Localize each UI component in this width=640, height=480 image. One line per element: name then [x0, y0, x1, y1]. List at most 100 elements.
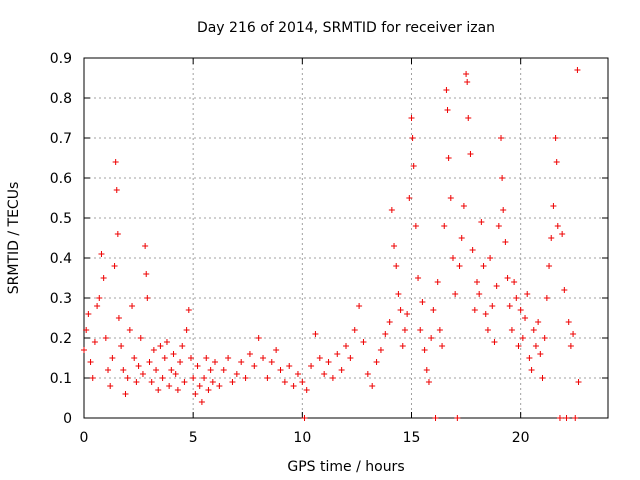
- data-point: [168, 367, 175, 373]
- data-point: [522, 315, 529, 321]
- data-point: [543, 295, 550, 301]
- data-point: [553, 159, 560, 165]
- data-point: [391, 243, 398, 249]
- y-tick-label: 0.7: [50, 131, 72, 147]
- data-point: [351, 327, 358, 333]
- data-point: [299, 379, 306, 385]
- data-point: [102, 335, 109, 341]
- data-point: [484, 327, 491, 333]
- data-point: [524, 291, 531, 297]
- data-point: [135, 363, 142, 369]
- data-point: [290, 383, 297, 389]
- data-point: [194, 363, 201, 369]
- data-point: [312, 331, 319, 337]
- data-point: [111, 263, 118, 269]
- data-point: [308, 363, 315, 369]
- data-point: [142, 243, 149, 249]
- data-point: [205, 387, 212, 393]
- data-point: [535, 319, 542, 325]
- data-point: [229, 379, 236, 385]
- data-point: [112, 159, 119, 165]
- data-point: [554, 223, 561, 229]
- data-point: [447, 195, 454, 201]
- data-point: [441, 223, 448, 229]
- y-tick-label: 0.6: [50, 171, 72, 187]
- data-point: [500, 207, 507, 213]
- data-point: [301, 415, 308, 421]
- data-point: [98, 251, 105, 257]
- data-point: [185, 307, 192, 313]
- data-point: [412, 223, 419, 229]
- data-point: [458, 235, 465, 241]
- data-point: [144, 295, 151, 301]
- data-point: [109, 355, 116, 361]
- data-point: [465, 115, 472, 121]
- data-point: [493, 283, 500, 289]
- data-point: [471, 307, 478, 313]
- y-tick-label: 0.3: [50, 291, 72, 307]
- data-point: [409, 135, 416, 141]
- data-point: [464, 79, 471, 85]
- data-point: [428, 335, 435, 341]
- data-point: [273, 347, 280, 353]
- data-point: [511, 279, 518, 285]
- data-point: [260, 355, 267, 361]
- data-point: [574, 67, 581, 73]
- data-point: [87, 359, 94, 365]
- data-point: [382, 331, 389, 337]
- data-point: [85, 311, 92, 317]
- data-point: [519, 335, 526, 341]
- data-point: [203, 355, 210, 361]
- data-point: [94, 303, 101, 309]
- data-point: [463, 71, 470, 77]
- data-point: [415, 275, 422, 281]
- data-point: [399, 343, 406, 349]
- data-point: [148, 379, 155, 385]
- data-point: [294, 371, 301, 377]
- data-point: [163, 339, 170, 345]
- data-point: [537, 351, 544, 357]
- data-point: [456, 263, 463, 269]
- data-point: [546, 263, 553, 269]
- data-point: [183, 327, 190, 333]
- data-point: [567, 343, 574, 349]
- data-point: [126, 327, 133, 333]
- y-tick-label: 0.2: [50, 331, 72, 347]
- data-point: [113, 187, 120, 193]
- data-point: [343, 343, 349, 349]
- data-point: [436, 327, 443, 333]
- data-point: [268, 359, 275, 365]
- x-tick-label: 15: [403, 430, 421, 446]
- data-point: [515, 343, 522, 349]
- data-point: [143, 271, 150, 277]
- data-point: [489, 303, 496, 309]
- data-point: [570, 331, 577, 337]
- data-point: [487, 255, 494, 261]
- data-point: [434, 279, 441, 285]
- y-tick-label: 0.9: [50, 51, 72, 67]
- data-point: [454, 415, 461, 421]
- data-point: [91, 339, 98, 345]
- data-point: [81, 347, 87, 353]
- data-point: [329, 375, 336, 381]
- data-point: [410, 163, 417, 169]
- data-point: [155, 387, 162, 393]
- axis-ticks: 0 0.1 0.2 0.3 0.4 0.5 0.6 0.7 0.8 0.9 0 5 10 15 20: [50, 51, 608, 446]
- data-point: [159, 375, 166, 381]
- data-point: [476, 291, 483, 297]
- x-tick-label: 20: [512, 430, 530, 446]
- data-point: [423, 367, 430, 373]
- data-point: [120, 367, 127, 373]
- data-point: [303, 387, 310, 393]
- y-tick-label: 0.4: [50, 251, 72, 267]
- data-point: [393, 263, 400, 269]
- data-point: [255, 335, 262, 341]
- data-point: [133, 379, 140, 385]
- data-point: [419, 299, 426, 305]
- data-point: [225, 355, 232, 361]
- data-point: [443, 87, 450, 93]
- data-point: [115, 315, 122, 321]
- data-point: [286, 363, 293, 369]
- data-point: [334, 351, 341, 357]
- data-point: [347, 355, 354, 361]
